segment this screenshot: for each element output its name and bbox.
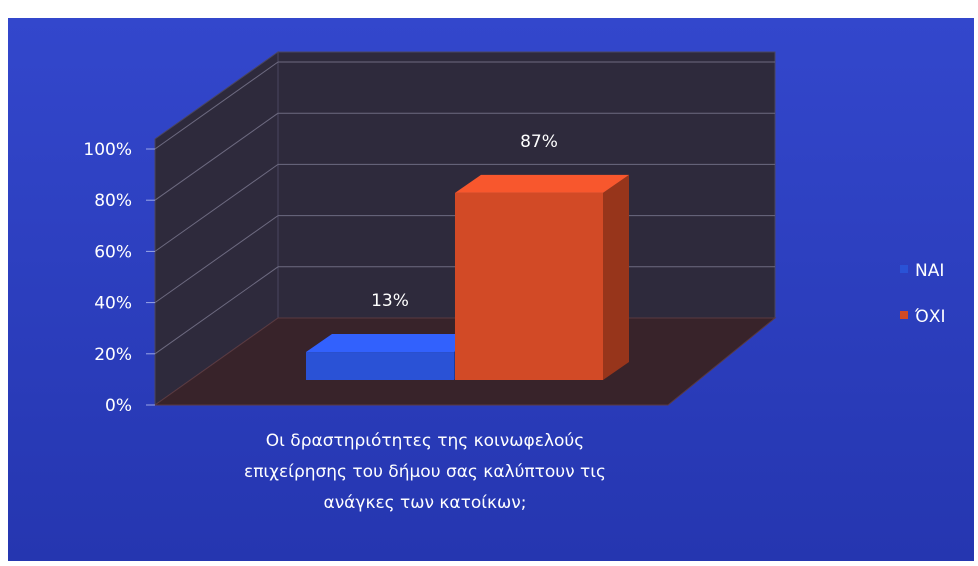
data-label-1: 13% — [371, 291, 409, 311]
y-tick-label: 0% — [105, 396, 132, 416]
bar-top-2 — [455, 174, 629, 193]
data-label-2: 87% — [520, 132, 558, 152]
y-tick-label: 60% — [94, 242, 132, 262]
y-tick-label: 100% — [83, 140, 132, 160]
x-category-label-line: ανάγκες των κατοίκων; — [323, 493, 526, 513]
bar-top-1 — [306, 334, 480, 353]
gridline-side — [154, 266, 279, 355]
gridline-side — [154, 215, 279, 304]
legend-swatch-2 — [900, 311, 908, 319]
y-tick-label: 40% — [94, 294, 132, 314]
x-category-label-line: επιχείρησης του δήμου σας καλύπτουν τις — [244, 462, 606, 482]
legend-swatch-1 — [900, 265, 908, 273]
gridline-side — [154, 163, 279, 252]
bar-2 — [455, 192, 603, 380]
bar-1 — [306, 352, 454, 380]
legend-label-2: ΌΧΙ — [914, 307, 945, 327]
bar-side-2 — [603, 174, 629, 380]
gridline-side — [154, 112, 279, 201]
x-category-label-line: Οι δραστηριότητες της κοινωφελούς — [266, 431, 584, 451]
y-tick-label: 20% — [94, 345, 132, 365]
y-tick-label: 80% — [94, 191, 132, 211]
gridline-side — [154, 61, 279, 150]
legend-label-1: ΝΑΙ — [915, 261, 944, 281]
